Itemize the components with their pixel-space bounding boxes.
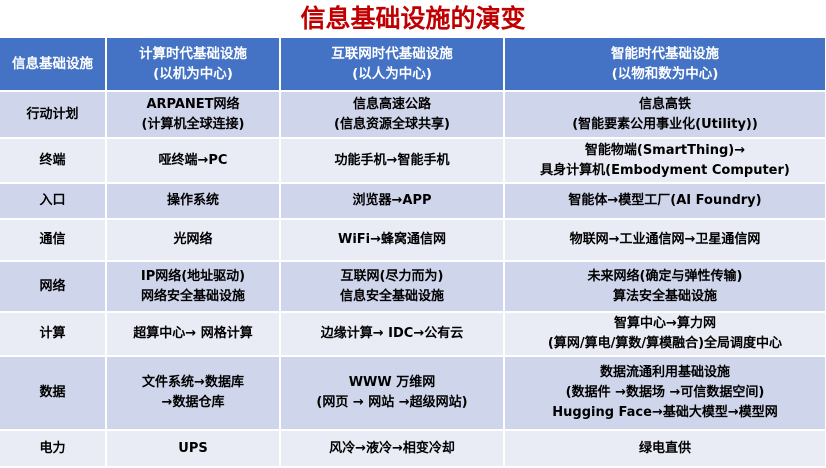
header-line: (以人为中心) <box>352 66 432 82</box>
row-label: 网络 <box>0 261 107 313</box>
cell-line: 智算中心→算力网 <box>614 316 716 331</box>
table-cell: 智算中心→算力网 (算网/算电/算数/算模融合)全局调度中心 <box>504 312 826 357</box>
table-cell: 操作系统 <box>106 183 281 220</box>
cell-line: 风冷→液冷→相变冷却 <box>329 440 455 456</box>
cell-line: 超算中心→ 网格计算 <box>133 326 253 341</box>
page-title: 信息基础设施的演变 <box>300 4 526 33</box>
cell-line: WiFi→蜂窝通信网 <box>337 232 447 247</box>
row-label: 电力 <box>0 430 107 468</box>
table-row: 通信 光网络 WiFi→蜂窝通信网 物联网→工业通信网→卫星通信网 <box>0 219 826 262</box>
table-row: 数据 文件系统→数据库 →数据仓库 WWW 万维网 (网页 → 网站 →超级网站) 数据流… <box>0 356 826 431</box>
table-cell: 物联网→工业通信网→卫星通信网 <box>504 219 826 262</box>
cell-line: 互联网(尽力而为) <box>340 268 444 284</box>
column-header: 信息基础设施 <box>0 38 107 92</box>
row-label: 终端 <box>0 138 107 184</box>
table-cell: 未来网络(确定与弹性传输) 算法安全基础设施 <box>504 261 826 313</box>
cell-line: Hugging Face→基础大模型→模型网 <box>552 405 778 420</box>
cell-line: UPS <box>178 440 208 456</box>
cell-line: 操作系统 <box>166 193 219 208</box>
table-cell: UPS <box>106 430 281 468</box>
table-cell: 信息高铁 (智能要素公用事业化(Utility)) <box>504 91 826 139</box>
cell-line: →数据仓库 <box>161 395 225 410</box>
cell-line: 功能手机→智能手机 <box>334 152 450 168</box>
table-cell: WiFi→蜂窝通信网 <box>280 219 505 262</box>
table-cell: 功能手机→智能手机 <box>280 138 505 184</box>
cell-line: 智能物端(SmartThing)→ <box>584 142 746 158</box>
row-label: 入口 <box>0 183 107 220</box>
cell-line: 浏览器→APP <box>352 193 432 208</box>
cell-line: 信息高铁 <box>638 96 691 112</box>
table-row: 计算 超算中心→ 网格计算 边缘计算→ IDC→公有云 智算中心→算力网 (算网/算电/… <box>0 312 826 357</box>
table-cell: ARPANET网络 (计算机全球连接) <box>106 91 281 139</box>
row-label: 数据 <box>0 356 107 431</box>
cell-line: 哑终端→PC <box>158 152 228 168</box>
table-cell: 边缘计算→ IDC→公有云 <box>280 312 505 357</box>
header-line: (以物和数为中心) <box>611 66 719 82</box>
cell-line: 算法安全基础设施 <box>612 288 717 304</box>
header-line: 信息基础设施 <box>12 56 93 72</box>
table-cell: 浏览器→APP <box>280 183 505 220</box>
table-cell: 互联网(尽力而为) 信息安全基础设施 <box>280 261 505 313</box>
column-header: 计算时代基础设施 (以机为中心) <box>106 38 281 92</box>
cell-line: 数据流通利用基础设施 <box>599 365 730 380</box>
table-row: 电力 UPS 风冷→液冷→相变冷却 绿电直供 <box>0 430 826 468</box>
table-row: 行动计划 ARPANET网络 (计算机全球连接) 信息高速公路 (信息资源全球共享) 信息… <box>0 91 826 139</box>
table-cell: 智能物端(SmartThing)→ 具身计算机(Embodyment Comput… <box>504 138 826 184</box>
table-cell: 智能体→模型工厂(AI Foundry) <box>504 183 826 220</box>
cell-line: (智能要素公用事业化(Utility)) <box>572 116 758 132</box>
column-header: 互联网时代基础设施 (以人为中心) <box>280 38 505 92</box>
cell-line: 物联网→工业通信网→卫星通信网 <box>569 232 761 247</box>
cell-line: (数据件 →数据场 →可信数据空间) <box>565 385 765 400</box>
header-line: (以机为中心) <box>153 66 233 82</box>
table-cell: 超算中心→ 网格计算 <box>106 312 281 357</box>
cell-line: 光网络 <box>173 232 213 247</box>
cell-line: 绿电直供 <box>638 440 691 456</box>
header-row: 信息基础设施 计算时代基础设施 (以机为中心) 互联网时代基础设施 (以人为中心) 智能时… <box>0 38 826 92</box>
row-label: 通信 <box>0 219 107 262</box>
table-cell: 风冷→液冷→相变冷却 <box>280 430 505 468</box>
header-line: 互联网时代基础设施 <box>331 46 453 62</box>
table-cell: 光网络 <box>106 219 281 262</box>
header-line: 智能时代基础设施 <box>611 46 719 62</box>
table-cell: WWW 万维网 (网页 → 网站 →超级网站) <box>280 356 505 431</box>
column-header: 智能时代基础设施 (以物和数为中心) <box>504 38 826 92</box>
cell-line: (算网/算电/算数/算模融合)全局调度中心 <box>547 336 783 351</box>
cell-line: 未来网络(确定与弹性传输) <box>587 268 743 284</box>
table-cell: 绿电直供 <box>504 430 826 468</box>
cell-line: 文件系统→数据库 <box>142 375 244 390</box>
cell-line: (计算机全球连接) <box>141 116 245 132</box>
table-cell: IP网络(地址驱动) 网络安全基础设施 <box>106 261 281 313</box>
cell-line: 智能体→模型工厂(AI Foundry) <box>568 193 762 208</box>
table-row: 终端 哑终端→PC 功能手机→智能手机 智能物端(SmartThing)→ 具身计算机(… <box>0 138 826 184</box>
table-cell: 数据流通利用基础设施 (数据件 →数据场 →可信数据空间) Hugging Face… <box>504 356 826 431</box>
table-cell: 文件系统→数据库 →数据仓库 <box>106 356 281 431</box>
cell-line: 具身计算机(Embodyment Computer) <box>540 162 790 178</box>
cell-line: 信息安全基础设施 <box>339 288 444 304</box>
cell-line: 信息高速公路 <box>352 96 431 112</box>
cell-line: (网页 → 网站 →超级网站) <box>316 395 468 410</box>
table-cell: 信息高速公路 (信息资源全球共享) <box>280 91 505 139</box>
table-cell: 哑终端→PC <box>106 138 281 184</box>
row-label: 行动计划 <box>0 91 107 139</box>
cell-line: WWW 万维网 <box>348 375 436 390</box>
table-row: 入口 操作系统 浏览器→APP 智能体→模型工厂(AI Foundry) <box>0 183 826 220</box>
row-label: 计算 <box>0 312 107 357</box>
cell-line: ARPANET网络 <box>146 96 240 112</box>
infrastructure-table: 信息基础设施 计算时代基础设施 (以机为中心) 互联网时代基础设施 (以人为中心) 智能时… <box>0 38 826 468</box>
header-line: 计算时代基础设施 <box>139 46 247 62</box>
cell-line: IP网络(地址驱动) <box>140 268 246 284</box>
table-row: 网络 IP网络(地址驱动) 网络安全基础设施 互联网(尽力而为) 信息安全基础设施 未来网… <box>0 261 826 313</box>
cell-line: 边缘计算→ IDC→公有云 <box>320 326 464 341</box>
cell-line: 网络安全基础设施 <box>140 288 245 304</box>
cell-line: (信息资源全球共享) <box>334 116 450 132</box>
